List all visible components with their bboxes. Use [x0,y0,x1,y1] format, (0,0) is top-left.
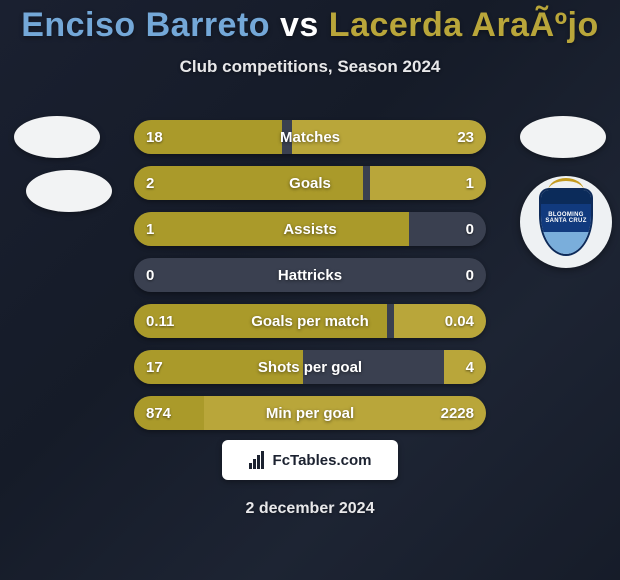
stats-container: 1823Matches21Goals10Assists00Hattricks0.… [134,120,486,442]
stat-row: 10Assists [134,212,486,246]
stat-left-value: 0.11 [134,304,186,338]
stat-row: 1823Matches [134,120,486,154]
stat-left-value: 874 [134,396,183,430]
footer-brand-text: FcTables.com [273,452,372,469]
stat-left-value: 1 [134,212,166,246]
player1-badge-1 [14,116,100,158]
vs-label: vs [280,6,319,44]
stat-right-value: 1 [454,166,486,200]
stat-right-value: 4 [454,350,486,384]
player1-badge-2 [26,170,112,212]
stat-row: 00Hattricks [134,258,486,292]
player1-name: Enciso Barreto [21,6,270,44]
stat-right-value: 0 [454,212,486,246]
stat-left-value: 17 [134,350,175,384]
club-crest: BLOOMING SANTA CRUZ [520,176,612,268]
brand-bars-icon [249,451,267,469]
player2-badge-1 [520,116,606,158]
stat-left-value: 18 [134,120,175,154]
player2-name: Lacerda AraÃºjo [329,6,599,44]
stat-row: 21Goals [134,166,486,200]
generated-date: 2 december 2024 [0,500,620,518]
stat-right-value: 0 [454,258,486,292]
stat-right-value: 2228 [429,396,486,430]
stat-left-value: 2 [134,166,166,200]
stat-row: 0.110.04Goals per match [134,304,486,338]
subtitle: Club competitions, Season 2024 [0,57,620,77]
comparison-title: Enciso Barreto vs Lacerda AraÃºjo [0,0,620,45]
stat-right-value: 0.04 [433,304,486,338]
stat-row: 174Shots per goal [134,350,486,384]
stat-right-value: 23 [445,120,486,154]
stat-left-value: 0 [134,258,166,292]
stat-row: 8742228Min per goal [134,396,486,430]
footer-brand-pill: FcTables.com [222,440,398,480]
crest-text-bot: SANTA CRUZ [545,218,586,224]
